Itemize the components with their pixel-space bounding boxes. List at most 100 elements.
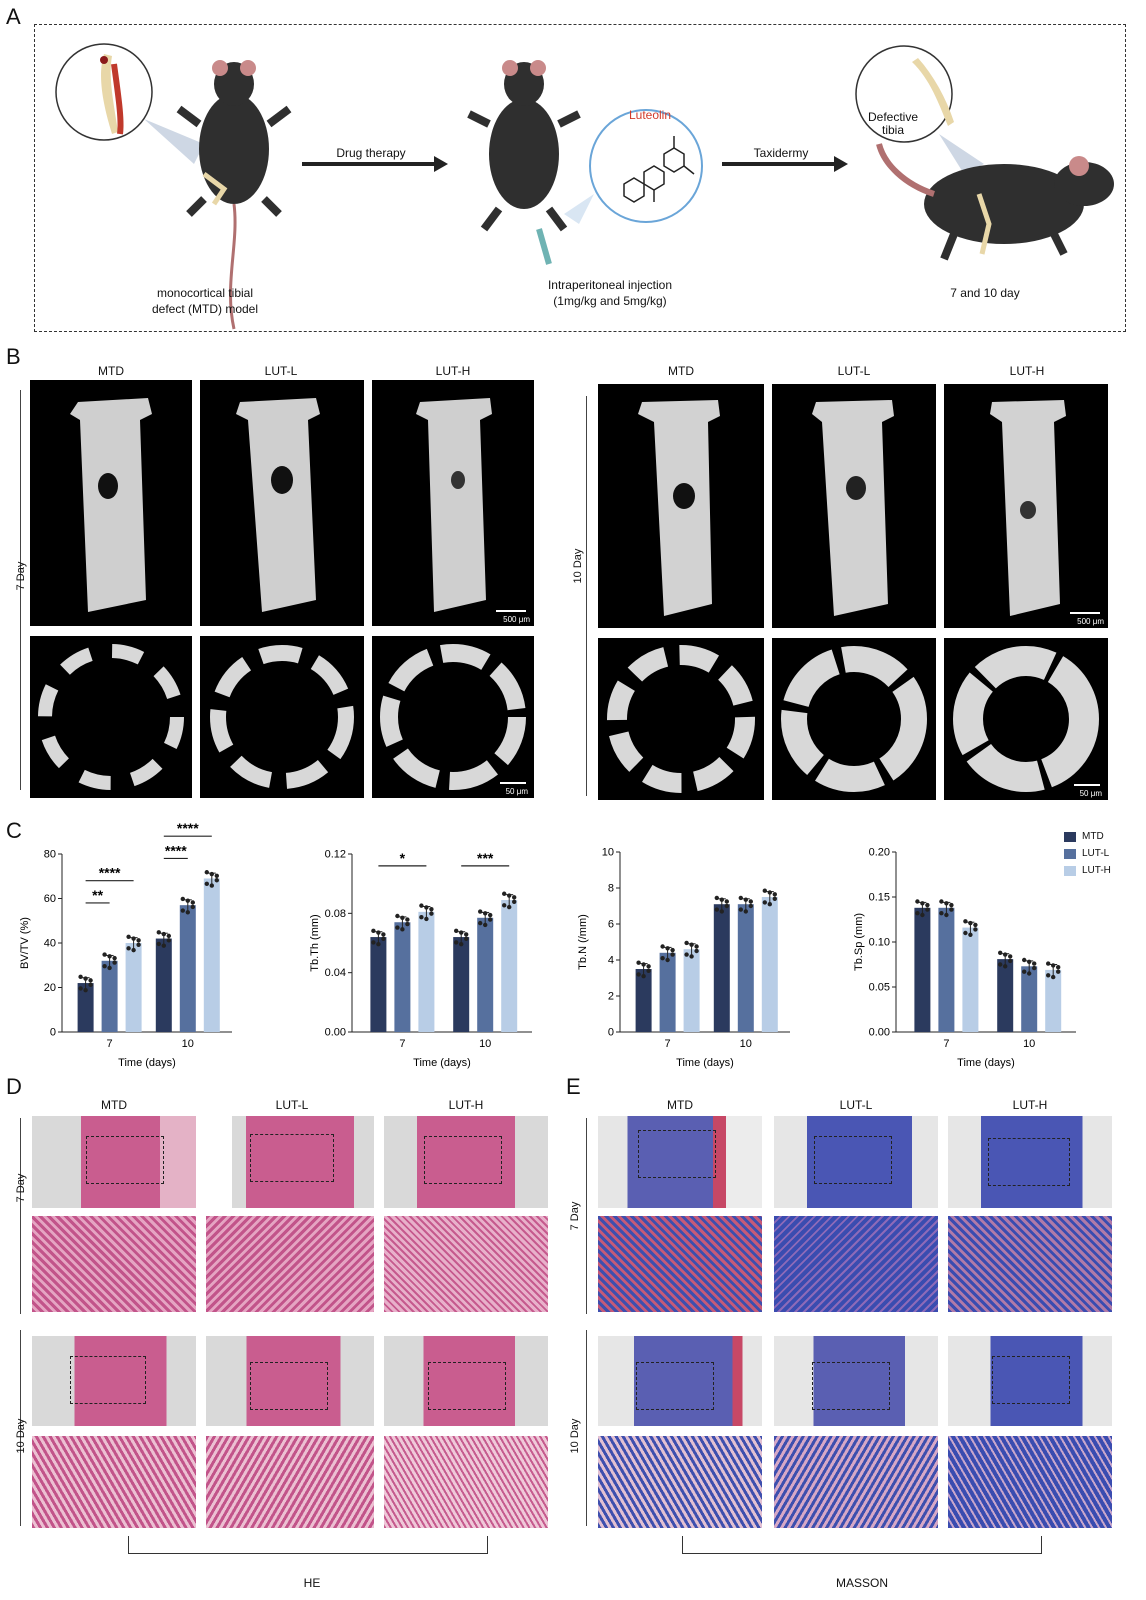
data-point (209, 883, 214, 888)
data-point (405, 921, 410, 927)
he-group-mtd: MTD (101, 1098, 127, 1112)
data-point (459, 930, 464, 935)
data-point (1032, 961, 1037, 966)
data-point (507, 904, 512, 910)
group-label-lut-l: LUT-L (837, 364, 871, 378)
masson-bracket (682, 1536, 1042, 1554)
zoom-box (636, 1362, 714, 1410)
data-point (83, 987, 88, 993)
day10-bracket (586, 396, 587, 796)
bar-lut-l-7 (101, 960, 118, 1032)
panel-label-a: A (6, 4, 21, 29)
data-point (660, 944, 665, 949)
data-point (214, 878, 219, 883)
data-point (381, 936, 386, 942)
data-point (424, 916, 429, 922)
data-point (88, 978, 93, 983)
data-point (963, 919, 968, 924)
data-point (483, 922, 488, 928)
data-point (464, 932, 469, 937)
he-day7-label: 7 Day (15, 1173, 27, 1203)
data-point (78, 974, 83, 980)
data-point (944, 912, 949, 918)
bar-lut-h-10 (1045, 969, 1062, 1032)
x-axis-label: Time (days) (957, 1057, 1015, 1069)
data-point (998, 962, 1003, 967)
x-axis-label: Time (days) (118, 1057, 176, 1069)
data-point (1008, 958, 1013, 964)
data-point (478, 909, 483, 914)
data-point (107, 965, 112, 971)
masson-7d-lutl-overview (774, 1116, 938, 1208)
data-point (1046, 973, 1051, 978)
data-point (400, 915, 405, 920)
data-point (939, 899, 944, 904)
masson-7d-mtd-zoom (598, 1216, 762, 1312)
data-point (724, 899, 729, 904)
masson-day7-label: 7 Day (569, 1201, 581, 1231)
data-point (156, 941, 161, 947)
data-point (454, 940, 459, 945)
data-point (512, 899, 517, 904)
y-tick-label: 2 (608, 991, 614, 1003)
data-point (660, 956, 665, 961)
data-point (1032, 965, 1037, 971)
y-tick-label: 0.00 (325, 1027, 346, 1039)
data-point (507, 893, 512, 898)
y-tick-label: 0.00 (869, 1027, 890, 1039)
data-point (161, 943, 166, 948)
data-point (762, 888, 767, 893)
y-tick-label: 8 (608, 883, 614, 895)
y-tick-label: 20 (44, 982, 56, 994)
data-point (126, 946, 131, 951)
y-tick-label: 6 (608, 919, 614, 931)
he-7d-luth-overview (384, 1116, 548, 1208)
data-point (429, 911, 434, 916)
masson-7d-luth-overview (948, 1116, 1112, 1208)
bar-lut-l-10 (1021, 966, 1038, 1032)
significance-label: *** (477, 850, 494, 866)
panel-label-e: E (566, 1074, 581, 1099)
data-point (689, 954, 694, 959)
data-point (665, 957, 670, 963)
day7-bracket (20, 390, 21, 790)
group-label-mtd: MTD (98, 364, 124, 378)
data-point (939, 911, 944, 916)
data-point (512, 895, 517, 900)
masson-10d-lutl-zoom (774, 1436, 938, 1528)
bar-mtd-10 (155, 938, 172, 1032)
data-point (78, 986, 83, 991)
data-point (998, 950, 1003, 955)
data-point (646, 968, 651, 973)
legend-label-lut-h: LUT-H (1082, 865, 1111, 876)
data-point (944, 901, 949, 906)
bar-lut-h-7 (962, 927, 979, 1032)
bar-lut-h-10 (761, 897, 778, 1032)
mouse-icon (876, 143, 1114, 261)
defective-label-1: Defective (867, 110, 919, 124)
y-axis-label: Tb.Th (mm) (309, 914, 321, 971)
masson-group-lut-h: LUT-H (1012, 1098, 1048, 1112)
data-point (1021, 957, 1027, 963)
day10-label: 10 Day (572, 548, 584, 584)
data-point (102, 952, 107, 957)
data-point (1051, 963, 1056, 968)
he-bracket (128, 1536, 488, 1554)
data-point (1027, 959, 1032, 964)
data-point (488, 917, 493, 922)
zoom-box (86, 1136, 164, 1184)
he-day10-label: 10 Day (15, 1418, 27, 1454)
data-point (180, 896, 185, 902)
data-point (724, 903, 729, 909)
arrow-label-drug-therapy: Drug therapy (336, 146, 406, 160)
data-point (1046, 961, 1051, 966)
zoom-box (812, 1362, 890, 1410)
data-point (131, 936, 136, 941)
he-7d-lutl-overview (232, 1116, 374, 1208)
x-tick-label: 10 (1023, 1038, 1035, 1050)
masson-day10-bracket (586, 1330, 587, 1526)
group-label-lut-l: LUT-L (264, 364, 298, 378)
y-axis-label: Tb.Sp (mm) (853, 913, 865, 971)
data-point (920, 901, 925, 906)
x-tick-label: 7 (399, 1038, 405, 1050)
